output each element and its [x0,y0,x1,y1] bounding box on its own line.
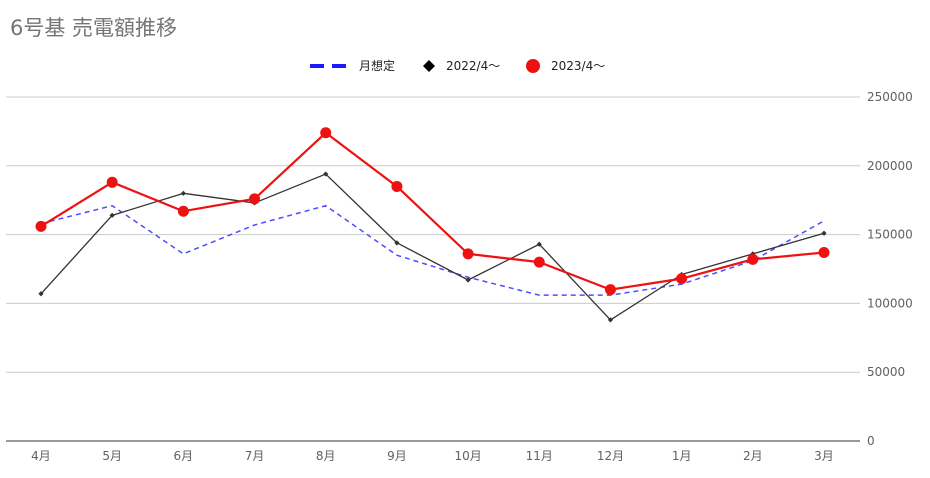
y-tick-label: 200000 [867,159,913,173]
y-tick-label: 250000 [867,90,913,104]
data-point [35,220,47,232]
x-tick-label: 10月 [454,449,481,463]
legend: 月想定 2022/4〜 2023/4〜 [310,58,605,73]
y-tick-label: 0 [867,434,875,448]
data-point [249,193,261,205]
x-tick-label: 9月 [387,449,407,463]
data-point [536,241,542,247]
data-point [604,284,616,296]
legend-label: 月想定 [359,58,395,73]
x-tick-label: 1月 [672,449,692,463]
data-point [180,190,186,196]
y-tick-label: 50000 [867,365,905,379]
x-tick-label: 3月 [814,449,834,463]
data-point [747,253,759,265]
data-point [607,317,614,323]
legend-item: 2022/4〜 [423,59,500,73]
chart-title: 6号基 売電額推移 [10,16,178,40]
data-point [38,291,44,297]
data-point [177,205,189,217]
x-tick-label: 11月 [526,449,553,463]
data-point [818,246,830,258]
legend-label: 2022/4〜 [446,59,500,73]
x-tick-label: 12月 [597,449,624,463]
data-point [750,251,756,257]
data-point [462,248,474,260]
x-tick-label: 2月 [743,449,763,463]
legend-item: 月想定 [310,58,395,73]
y-tick-label: 100000 [867,296,913,310]
data-point [394,240,400,246]
data-point [533,256,545,268]
legend-swatch-diamond [423,60,435,72]
legend-label: 2023/4〜 [551,59,605,73]
data-point [320,127,332,139]
x-tick-label: 7月 [245,449,265,463]
data-point [821,230,827,236]
y-tick-label: 150000 [867,228,913,242]
data-point [106,176,118,188]
series-line-2 [40,173,825,321]
series-line-1 [40,204,825,296]
x-tick-label: 5月 [102,449,122,463]
legend-item: 2023/4〜 [526,59,605,73]
data-point [676,273,688,285]
x-tick-label: 4月 [31,449,51,463]
legend-swatch-circle [526,59,540,73]
data-point [109,212,115,218]
data-point [391,180,403,192]
data-point [323,171,329,177]
x-tick-label: 6月 [174,449,194,463]
x-tick-label: 8月 [316,449,336,463]
series-line-3 [40,131,825,291]
data-point [465,277,471,283]
